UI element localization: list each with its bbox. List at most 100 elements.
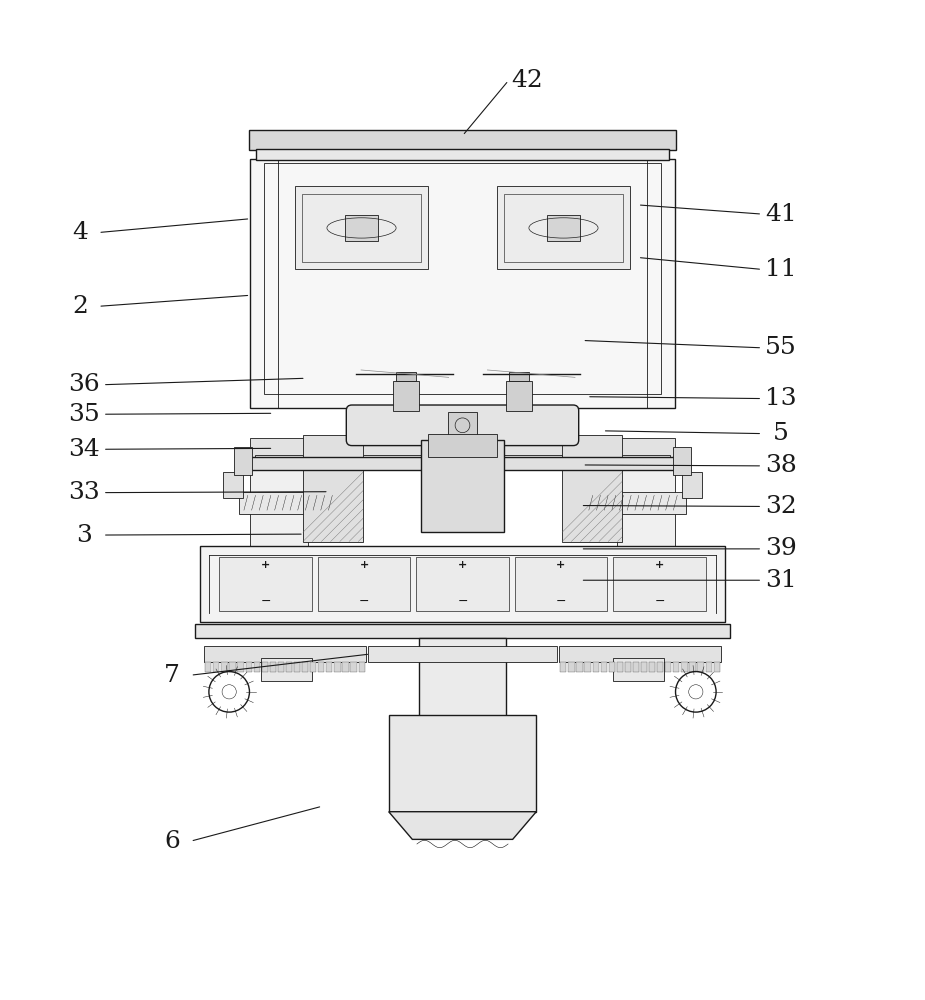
Text: 32: 32 <box>765 495 796 518</box>
Bar <box>393 381 419 411</box>
Bar <box>388 715 536 812</box>
Bar <box>657 662 663 672</box>
Bar <box>612 658 664 681</box>
Bar <box>317 557 411 611</box>
Polygon shape <box>388 812 536 839</box>
Bar <box>327 662 332 672</box>
Bar <box>576 662 583 672</box>
Bar <box>419 638 506 717</box>
Bar <box>641 662 648 672</box>
Bar <box>234 447 253 475</box>
Bar <box>624 662 631 672</box>
Bar <box>295 186 428 269</box>
Bar <box>585 662 591 672</box>
Text: 36: 36 <box>68 373 100 396</box>
Bar <box>318 662 325 672</box>
Text: 39: 39 <box>765 537 796 560</box>
Text: 3: 3 <box>77 524 92 547</box>
Bar <box>253 662 260 672</box>
Bar <box>672 447 691 475</box>
Bar <box>682 662 687 672</box>
Bar <box>245 662 252 672</box>
Bar <box>506 381 532 411</box>
Text: −: − <box>654 595 665 608</box>
Text: 55: 55 <box>765 336 796 359</box>
Bar <box>345 215 378 241</box>
Bar <box>219 557 312 611</box>
Bar <box>509 372 529 381</box>
Text: +: + <box>556 560 565 570</box>
Bar <box>294 662 301 672</box>
Text: 41: 41 <box>765 203 796 226</box>
Text: 34: 34 <box>68 438 100 461</box>
Bar <box>665 662 672 672</box>
Bar <box>255 455 670 466</box>
Text: −: − <box>556 595 566 608</box>
Text: −: − <box>260 595 271 608</box>
Bar <box>195 624 730 638</box>
Text: 2: 2 <box>72 295 88 318</box>
Bar <box>270 662 276 672</box>
Bar <box>416 557 509 611</box>
Bar <box>229 662 236 672</box>
Text: 33: 33 <box>68 481 100 504</box>
Bar <box>585 492 685 514</box>
Bar <box>649 662 655 672</box>
Bar <box>205 662 212 672</box>
Bar <box>302 194 421 262</box>
Bar <box>251 466 308 546</box>
Bar <box>633 662 639 672</box>
Bar <box>303 435 363 542</box>
Bar <box>241 457 684 470</box>
Text: 11: 11 <box>765 258 796 281</box>
Bar <box>613 557 706 611</box>
Text: 13: 13 <box>765 387 796 410</box>
Bar <box>351 662 357 672</box>
Bar <box>334 662 340 672</box>
Bar <box>221 662 228 672</box>
Text: 4: 4 <box>72 221 88 244</box>
Bar <box>593 662 598 672</box>
Bar <box>249 130 676 150</box>
Bar <box>278 662 284 672</box>
Bar <box>251 159 674 408</box>
Bar <box>310 662 316 672</box>
Bar <box>504 194 623 262</box>
Bar <box>368 646 557 662</box>
Text: 5: 5 <box>772 422 789 445</box>
Bar <box>562 435 622 542</box>
Text: 6: 6 <box>164 830 180 853</box>
Bar <box>568 662 574 672</box>
Bar <box>238 662 243 672</box>
Bar <box>421 440 504 532</box>
Text: 42: 42 <box>512 69 543 92</box>
Bar <box>342 662 349 672</box>
Bar <box>428 434 497 457</box>
Bar <box>682 472 702 498</box>
Text: +: + <box>261 560 270 570</box>
Bar <box>359 662 364 672</box>
Bar <box>223 472 243 498</box>
Text: +: + <box>655 560 664 570</box>
Bar <box>204 646 365 662</box>
Bar <box>448 412 477 438</box>
Bar <box>256 149 669 160</box>
Bar <box>697 662 704 672</box>
Text: +: + <box>458 560 467 570</box>
Bar <box>261 658 313 681</box>
Bar <box>265 163 660 394</box>
Bar <box>547 215 580 241</box>
Text: 35: 35 <box>68 403 100 426</box>
Bar <box>396 372 416 381</box>
Text: −: − <box>359 595 369 608</box>
Text: 7: 7 <box>164 664 180 687</box>
Bar <box>600 662 607 672</box>
Bar <box>514 557 608 611</box>
Bar <box>617 662 623 672</box>
FancyBboxPatch shape <box>346 405 579 446</box>
Bar <box>251 438 674 457</box>
Bar <box>617 466 674 546</box>
Bar <box>713 662 720 672</box>
Bar <box>302 662 308 672</box>
Bar <box>689 662 696 672</box>
